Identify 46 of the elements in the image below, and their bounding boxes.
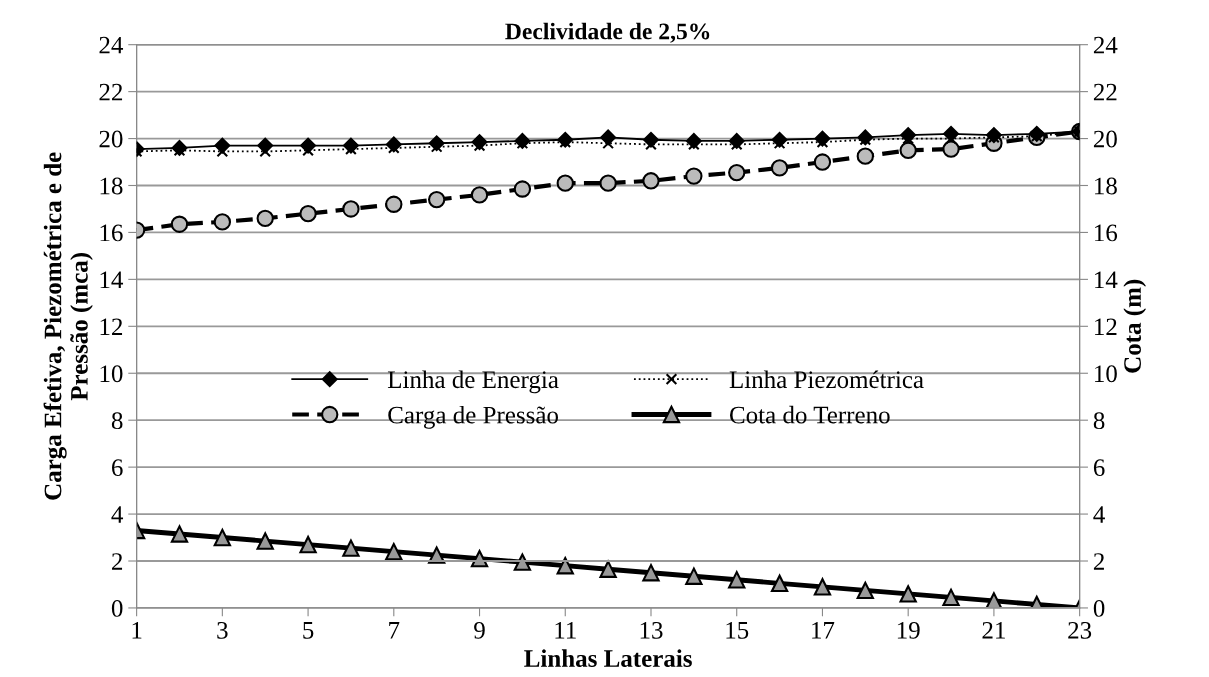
x-tick-label: 13	[640, 621, 663, 639]
y-tick-label: 22	[99, 83, 123, 101]
x-tick-label: 17	[812, 621, 835, 639]
y2-tick-label: 10	[1095, 365, 1117, 383]
y2-tick-label: 0	[1093, 599, 1105, 617]
chart-title: Declividade de 2,5%	[505, 22, 710, 43]
x-tick-label: 23	[1068, 621, 1092, 639]
y-tick-label: 24	[99, 36, 124, 54]
y-tick-label: 8	[111, 412, 123, 430]
legend-label: Carga de Pressão	[388, 405, 559, 429]
y2-tick-label: 14	[1095, 271, 1118, 289]
y-tick-label: 2	[112, 553, 123, 570]
y2-tick-label: 16	[1095, 224, 1118, 242]
y2-tick-label: 2	[1093, 553, 1104, 570]
y-axis-title: Carga Efetiva, Piezométrica e de Pressão (mca)	[43, 152, 93, 500]
y-tick-label: 4	[111, 506, 124, 523]
x-tick-label: 21	[982, 621, 1005, 639]
y-tick-label: 12	[100, 318, 123, 335]
y-tick-label: 6	[112, 459, 123, 477]
legend-label: Linha Piezométrica	[729, 370, 924, 389]
legend-label: Cota do Terreno	[729, 405, 890, 424]
y-tick-label: 20	[99, 130, 123, 148]
y2-axis-title: Cota (m)	[1123, 279, 1147, 373]
x-tick-label: 7	[389, 622, 400, 639]
y2-tick-label: 4	[1093, 506, 1105, 523]
x-tick-label: 11	[555, 621, 576, 639]
y-tick-label: 18	[100, 177, 123, 195]
x-tick-label: 15	[726, 621, 749, 639]
x-tick-label: 19	[897, 621, 920, 639]
y2-tick-label: 20	[1093, 130, 1117, 148]
y-tick-label: 16	[100, 224, 123, 242]
x-tick-label: 1	[132, 621, 142, 639]
y2-tick-label: 18	[1095, 177, 1117, 195]
x-tick-label: 3	[217, 621, 228, 639]
legend-label: Linha de Energia	[387, 370, 559, 394]
y2-tick-label: 8	[1093, 412, 1105, 430]
y2-tick-label: 24	[1093, 36, 1118, 54]
y-tick-label: 0	[111, 599, 123, 617]
y-tick-label: 14	[100, 271, 124, 289]
y2-tick-label: 6	[1093, 459, 1105, 477]
y2-tick-label: 12	[1095, 318, 1117, 335]
x-axis-title: Linhas Laterais	[524, 649, 692, 667]
y2-tick-label: 22	[1093, 83, 1117, 101]
x-tick-label: 5	[303, 622, 314, 639]
y-tick-label: 10	[100, 365, 123, 383]
x-tick-label: 9	[474, 621, 485, 639]
